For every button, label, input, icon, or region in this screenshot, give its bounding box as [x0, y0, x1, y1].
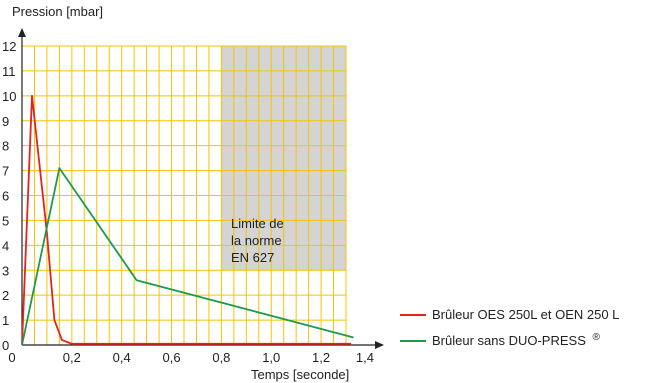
- axes: [18, 28, 384, 349]
- legend-label-duo-press: Brûleur sans DUO-PRESS ®: [432, 332, 601, 348]
- zone-label-line-2: la norme: [231, 233, 282, 248]
- y-axis-arrow: [18, 28, 26, 37]
- y-tick-label: 5: [2, 213, 9, 228]
- y-tick-label: 3: [2, 263, 9, 278]
- legend-label-oes: Brûleur OES 250L et OEN 250 L: [432, 307, 619, 322]
- legend-label-duo-press-text: Brûleur sans DUO-PRESS: [432, 333, 586, 348]
- y-tick-label: 1: [2, 313, 9, 328]
- x-tick-label: 0,8: [212, 350, 230, 365]
- x-tick-label: 1,4: [356, 350, 374, 365]
- y-tick-label: 11: [2, 64, 16, 79]
- series-line-duo-press: [21, 167, 354, 346]
- x-tick-label: 0: [8, 350, 15, 365]
- legend: Brûleur OES 250L et OEN 250 L Brûleur sa…: [400, 307, 619, 348]
- y-tick-label: 10: [2, 89, 16, 104]
- y-tick-label: 6: [2, 189, 9, 204]
- grid: [21, 45, 347, 346]
- x-tick-label: 0,4: [113, 350, 131, 365]
- y-axis-label: Pression [mbar]: [12, 4, 103, 19]
- zone-label-line-1: Limite de: [231, 216, 284, 231]
- y-tick-label: 2: [2, 288, 9, 303]
- zone-label-line-3: EN 627: [231, 250, 274, 265]
- x-tick-label: 1,0: [262, 350, 280, 365]
- y-tick-label: 7: [2, 164, 9, 179]
- x-tick-label: 0,2: [63, 350, 81, 365]
- y-tick-label: 8: [2, 139, 9, 154]
- series-line-oes: [21, 94, 351, 346]
- y-tick-label: 4: [2, 238, 9, 253]
- registered-mark: ®: [593, 332, 601, 343]
- x-axis-label: Temps [seconde]: [251, 367, 349, 382]
- x-tick-label: 1,2: [312, 350, 330, 365]
- y-tick-label: 0: [2, 338, 9, 353]
- x-axis-arrow: [375, 341, 384, 349]
- x-tick-label: 0,6: [162, 350, 180, 365]
- y-tick-label: 9: [2, 114, 9, 129]
- series-lines: [21, 94, 354, 346]
- y-tick-label: 12: [2, 39, 16, 54]
